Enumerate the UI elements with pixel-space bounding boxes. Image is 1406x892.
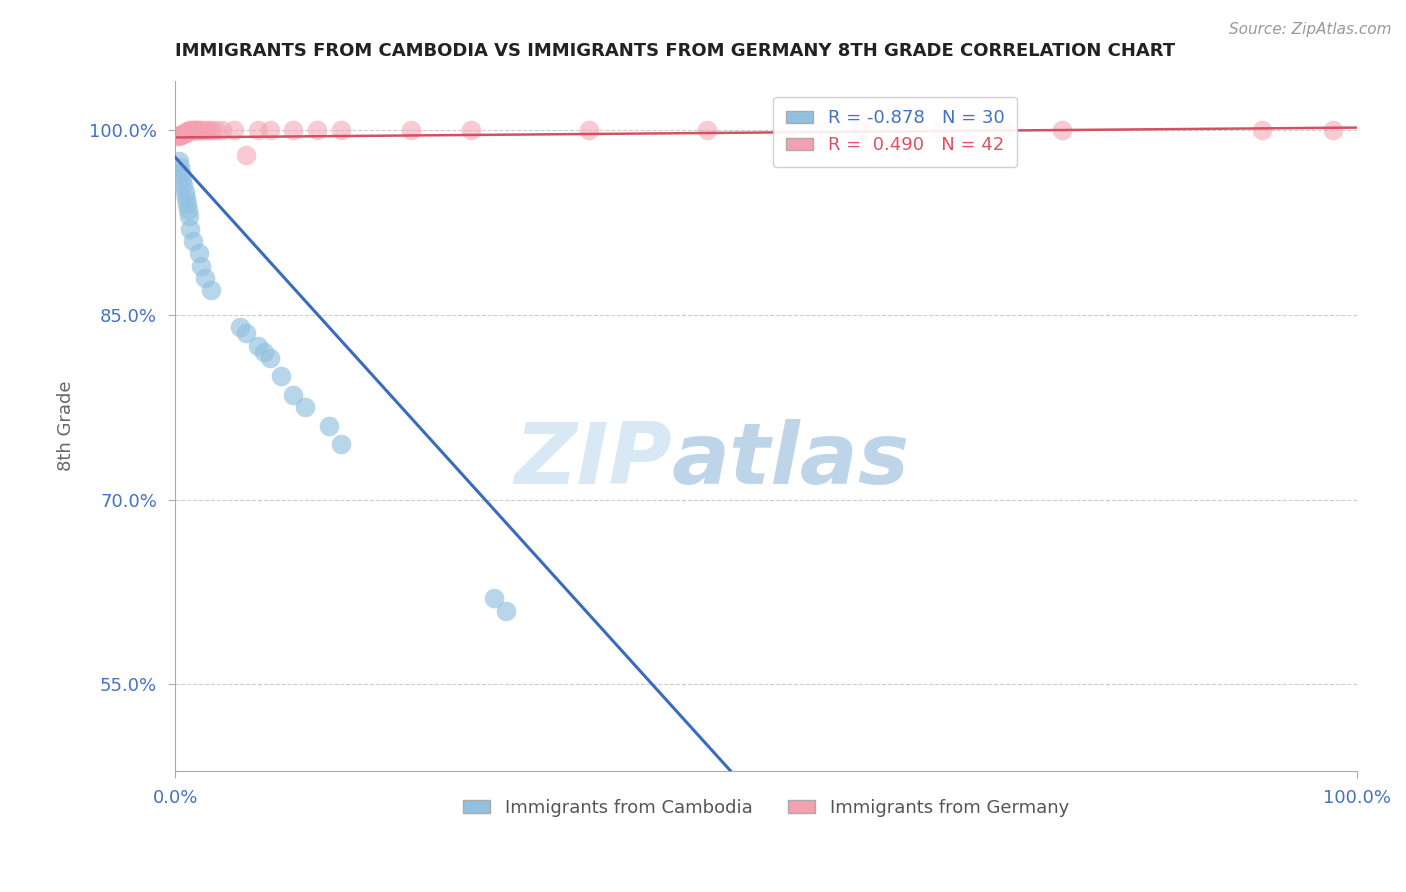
Point [174, 126, 197, 140]
Point [329, 123, 352, 137]
Point [1050, 123, 1073, 137]
Point [190, 123, 212, 137]
Point [205, 123, 228, 137]
Legend: Immigrants from Cambodia, Immigrants from Germany: Immigrants from Cambodia, Immigrants fro… [456, 791, 1077, 823]
Point [294, 401, 316, 415]
Point [177, 124, 200, 138]
Text: ZIP: ZIP [513, 418, 672, 501]
Point [211, 123, 233, 137]
Point [173, 185, 195, 199]
Point [696, 123, 718, 137]
Point [1322, 123, 1344, 137]
Point [194, 123, 217, 137]
Point [235, 326, 257, 341]
Point [176, 124, 198, 138]
Point [235, 147, 257, 161]
Point [172, 127, 194, 141]
Point [166, 129, 188, 144]
Point [179, 124, 201, 138]
Point [194, 271, 217, 285]
Point [200, 123, 222, 137]
Point [181, 123, 204, 137]
Point [173, 126, 195, 140]
Point [190, 259, 212, 273]
Point [224, 123, 246, 137]
Point [259, 351, 281, 365]
Text: atlas: atlas [672, 418, 910, 501]
Point [169, 160, 191, 174]
Point [283, 123, 305, 137]
Point [177, 203, 200, 218]
Point [246, 123, 269, 137]
Point [197, 123, 219, 137]
Point [318, 418, 340, 433]
Point [167, 129, 190, 144]
Point [305, 123, 328, 137]
Point [283, 388, 305, 402]
Point [184, 123, 207, 137]
Point [578, 123, 600, 137]
Point [991, 123, 1014, 137]
Point [495, 603, 517, 617]
Text: Source: ZipAtlas.com: Source: ZipAtlas.com [1229, 22, 1392, 37]
Point [246, 338, 269, 352]
Point [849, 123, 872, 137]
Point [484, 591, 506, 606]
Point [187, 123, 209, 137]
Point [186, 123, 208, 137]
Point [170, 166, 193, 180]
Point [172, 178, 194, 193]
Point [180, 123, 202, 137]
Point [176, 197, 198, 211]
Point [169, 128, 191, 142]
Point [179, 123, 201, 137]
Point [174, 191, 197, 205]
Point [179, 221, 201, 235]
Point [270, 369, 292, 384]
Point [755, 813, 778, 827]
Text: IMMIGRANTS FROM CAMBODIA VS IMMIGRANTS FROM GERMANY 8TH GRADE CORRELATION CHART: IMMIGRANTS FROM CAMBODIA VS IMMIGRANTS F… [176, 42, 1175, 60]
Point [183, 123, 205, 137]
Y-axis label: 8th Grade: 8th Grade [58, 381, 75, 471]
Point [179, 209, 201, 223]
Point [932, 123, 955, 137]
Point [172, 172, 194, 186]
Point [329, 437, 352, 451]
Point [1251, 123, 1274, 137]
Point [170, 128, 193, 142]
Point [172, 127, 194, 141]
Point [460, 123, 482, 137]
Point [200, 283, 222, 297]
Point [229, 320, 252, 334]
Point [167, 153, 190, 168]
Point [253, 344, 276, 359]
Point [259, 123, 281, 137]
Point [401, 123, 423, 137]
Point [187, 123, 209, 137]
Point [181, 234, 204, 248]
Point [187, 246, 209, 260]
Point [779, 831, 801, 846]
